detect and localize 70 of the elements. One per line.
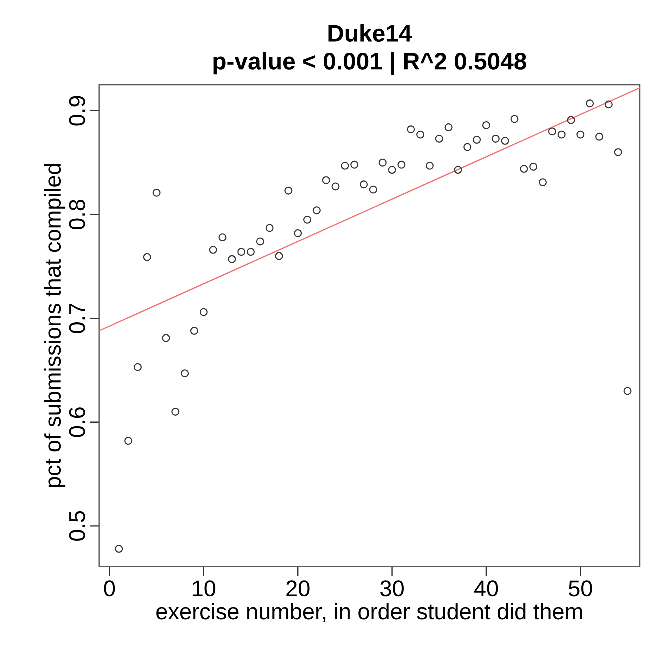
point	[350, 160, 359, 169]
point	[238, 248, 246, 256]
point	[200, 308, 208, 316]
point	[360, 180, 368, 189]
x-tick-label: 0	[104, 580, 116, 597]
point	[520, 165, 528, 174]
point	[614, 148, 622, 156]
point	[266, 224, 274, 232]
point	[134, 363, 142, 372]
point	[275, 252, 284, 260]
point	[256, 238, 264, 246]
point	[435, 134, 444, 143]
point	[530, 163, 538, 171]
point	[501, 137, 510, 146]
y-axis-title: pct of submissions that compiled	[44, 164, 66, 488]
point	[407, 126, 416, 134]
y-tick-label: 0.9	[69, 96, 86, 126]
point	[454, 166, 462, 174]
chart-subtitle: p-value < 0.001 | R^2 0.5048	[214, 52, 526, 75]
point	[576, 130, 585, 139]
point	[143, 253, 152, 262]
point	[510, 115, 519, 124]
point	[294, 229, 302, 238]
point	[218, 234, 227, 242]
point	[124, 437, 133, 446]
point	[604, 100, 613, 109]
point	[115, 545, 124, 553]
point	[332, 182, 340, 191]
point	[492, 134, 500, 143]
y-tick-label: 0.7	[69, 304, 86, 334]
point	[341, 162, 350, 170]
point	[378, 158, 387, 167]
point	[172, 408, 180, 416]
point	[388, 166, 396, 174]
point	[228, 255, 236, 264]
point	[464, 143, 472, 152]
point	[247, 248, 255, 256]
point	[426, 162, 434, 170]
point	[482, 121, 490, 130]
point	[398, 160, 406, 169]
point	[473, 136, 482, 144]
point	[444, 124, 453, 132]
point	[586, 100, 594, 108]
point	[312, 206, 321, 215]
y-tick-label: 0.5	[69, 511, 86, 541]
point	[181, 370, 190, 378]
point	[322, 176, 330, 184]
point	[162, 334, 170, 342]
x-tick-label: 10	[193, 580, 216, 597]
point	[416, 130, 425, 139]
point	[369, 186, 378, 194]
x-tick-label: 40	[474, 580, 498, 597]
point	[152, 188, 161, 197]
x-tick-label: 30	[380, 580, 404, 597]
chart-title: Duke14	[328, 24, 412, 42]
point	[190, 327, 198, 335]
point	[539, 178, 547, 187]
x-tick-label: 20	[286, 580, 310, 597]
x-tick-label: 50	[569, 580, 592, 597]
y-tick-label: 0.6	[69, 408, 86, 438]
point	[209, 246, 218, 254]
point	[304, 216, 312, 224]
x-axis-title: exercise number, in order student did them	[156, 603, 582, 622]
point	[624, 387, 632, 396]
point	[548, 128, 556, 136]
point	[596, 132, 604, 141]
point	[567, 116, 576, 124]
point	[558, 130, 566, 139]
y-tick-label: 0.8	[69, 200, 86, 230]
point	[284, 186, 293, 195]
